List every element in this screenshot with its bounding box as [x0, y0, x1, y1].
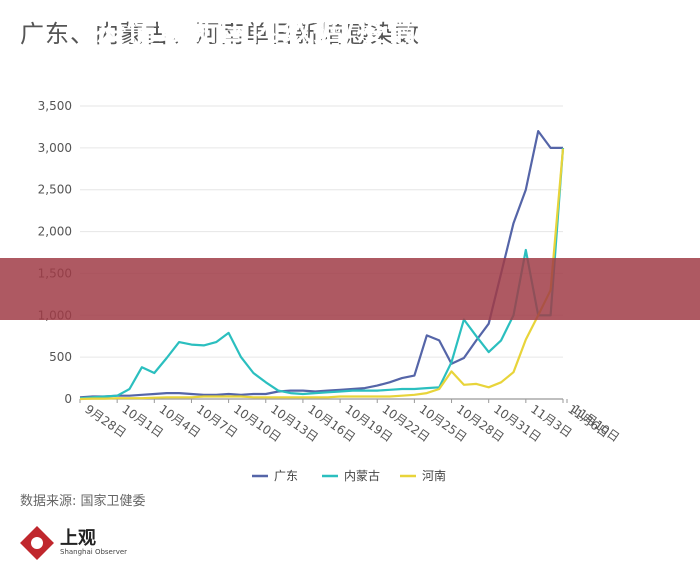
y-tick-label: 0 — [64, 392, 72, 406]
x-tick-label: 10月1日 — [119, 402, 165, 440]
y-tick-label: 3,000 — [38, 141, 72, 155]
legend-label[interactable]: 广东 — [274, 469, 298, 483]
legend-label[interactable]: 内蒙古 — [344, 468, 380, 483]
legend-label[interactable]: 河南 — [422, 468, 446, 483]
overlay-banner — [0, 258, 700, 320]
y-tick-label: 2,000 — [38, 225, 72, 239]
logo-subtext: Shanghai Observer — [60, 548, 128, 556]
y-tick-label: 3,500 — [38, 99, 72, 113]
x-tick-label: 10月7日 — [194, 402, 240, 440]
y-tick-label: 2,500 — [38, 183, 72, 197]
logo-mark-icon — [20, 526, 54, 560]
x-tick-label: 10月4日 — [157, 402, 203, 440]
publisher-logo[interactable]: 上观 Shanghai Observer — [20, 522, 140, 562]
x-tick-label: 9月28日 — [82, 402, 128, 440]
y-tick-label: 500 — [49, 350, 72, 364]
series-line-2 — [79, 148, 565, 401]
banner-text: 疫情最新国内数据/疫情最新进展国内 — [96, 13, 604, 48]
series-lines — [79, 130, 565, 401]
legend: 广东 内蒙古 河南 — [252, 468, 446, 483]
data-source: 数据来源: 国家卫健委 — [20, 494, 146, 509]
gridlines — [80, 105, 563, 400]
x-tick-label: 11月10日 — [569, 402, 622, 445]
chart-title: 广东、内蒙古、河南单日新增感染数 — [20, 20, 420, 48]
x-axis-ticks: 9月28日10月1日10月4日10月7日10月10日10月13日10月16日10… — [79, 399, 622, 445]
logo-text: 上观 — [60, 528, 96, 549]
series-line-0 — [79, 130, 563, 399]
series-line-1 — [79, 147, 565, 400]
